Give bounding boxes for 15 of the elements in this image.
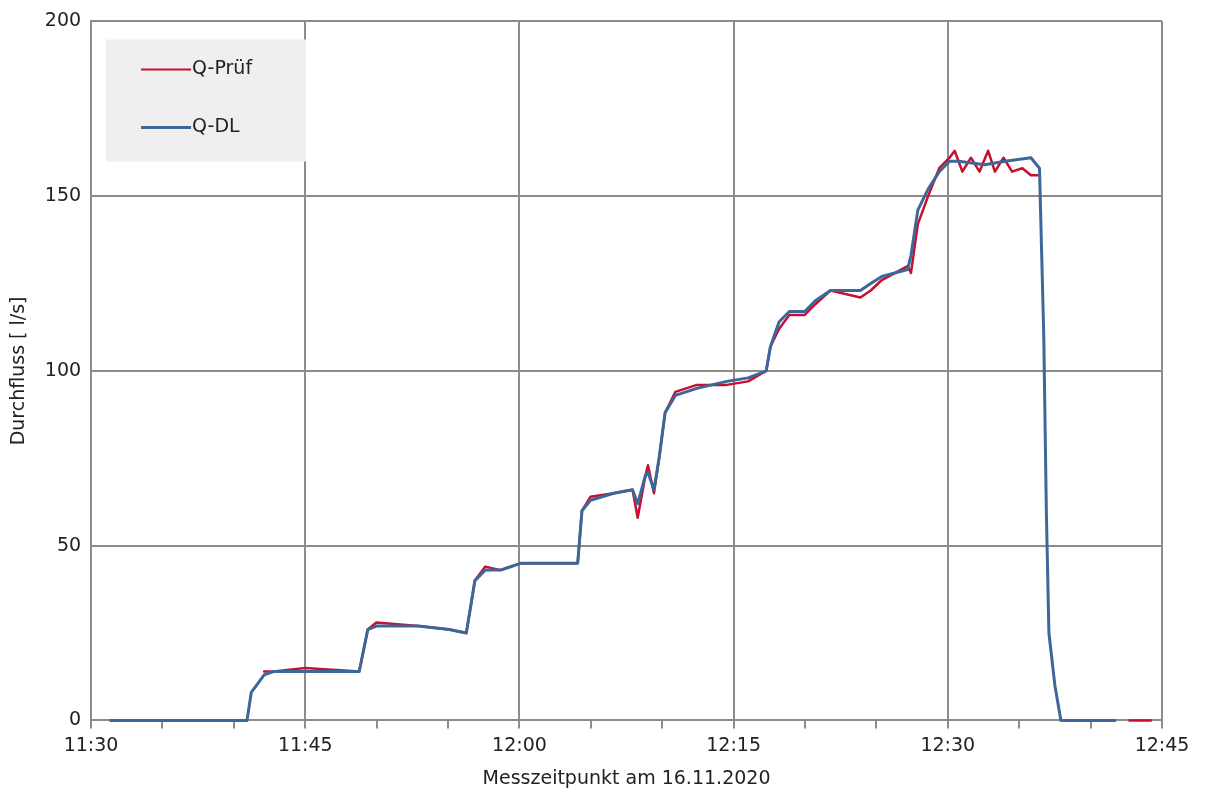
y-tick-label: 200 (44, 8, 82, 31)
y-tick-label: 50 (56, 532, 82, 555)
x-tick-label: 12:00 (492, 732, 547, 755)
x-tick-label: 11:45 (277, 732, 333, 755)
x-tick-label: 12:15 (706, 732, 762, 755)
y-tick-label: 100 (44, 357, 82, 380)
y-axis-title: Durchfluss [ l/s] (6, 296, 29, 446)
x-axis-title: Messzeitpunkt am 16.11.2020 (482, 765, 771, 788)
x-tick-label: 11:30 (63, 732, 119, 755)
x-tick-label: 12:30 (920, 732, 976, 755)
y-tick-label: 0 (68, 707, 82, 730)
legend-label: Q-Prüf (192, 56, 254, 79)
y-tick-label: 150 (44, 183, 82, 206)
x-tick-label: 12:45 (1134, 732, 1190, 755)
legend-label: Q-DL (192, 114, 241, 137)
